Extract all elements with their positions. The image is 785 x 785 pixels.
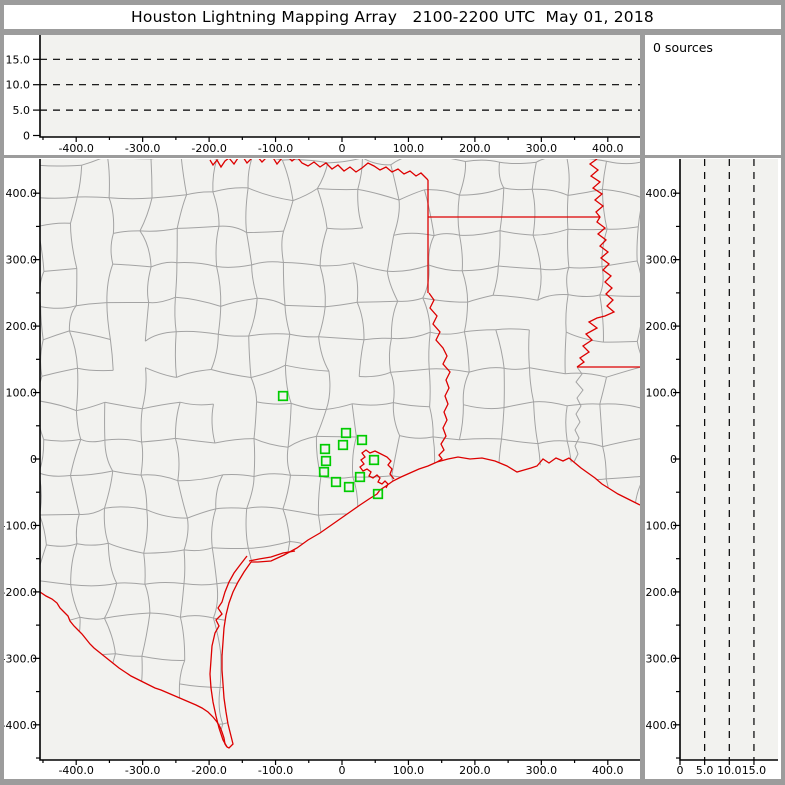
state-borders bbox=[40, 159, 640, 749]
right-alt-tick-label: 5.0 bbox=[696, 764, 714, 777]
top-alt-tick-label: 15.0 bbox=[6, 53, 31, 66]
station-marker bbox=[343, 481, 355, 493]
map-ew-tick-label: -300.0 bbox=[125, 764, 160, 777]
top-ew-tick-label: -300.0 bbox=[125, 142, 160, 155]
top-ew-tick-label: -200.0 bbox=[191, 142, 226, 155]
right-alt-tick-label: 10.0 bbox=[717, 764, 742, 777]
map-ew-tick-label: 300.0 bbox=[526, 764, 558, 777]
map-ew-tick-label: 0 bbox=[339, 764, 346, 777]
plan-view-map-plot[interactable]: -400.0 -300.0 -200.0 -100.0 0 100.0 200.0 300.0… bbox=[4, 158, 640, 779]
map-ew-tick-label: 100.0 bbox=[393, 764, 425, 777]
right-ns-tick-label: 300.0 bbox=[646, 254, 678, 267]
map-ns-tick-label: 300.0 bbox=[6, 254, 38, 267]
top-ew-tick-label: 400.0 bbox=[592, 142, 624, 155]
map-ns-tick-label: -400.0 bbox=[4, 719, 37, 732]
altitude-ew-panel: 0 5.0 10.0 15.0 -400.0 -300.0 -200.0 -100.0 0 100… bbox=[4, 35, 640, 155]
sources-count-label: 0 sources bbox=[653, 40, 713, 55]
map-ns-tick-label: 100.0 bbox=[6, 387, 38, 400]
map-tick-labels: -400.0 -300.0 -200.0 -100.0 0 100.0 200.0 300.0… bbox=[4, 187, 624, 777]
station-marker bbox=[356, 434, 368, 446]
station-marker bbox=[318, 466, 330, 478]
right-ns-tick-label: 0 bbox=[670, 453, 677, 466]
station-marker bbox=[277, 390, 289, 402]
top-dashed-altitude-lines bbox=[40, 58, 640, 111]
top-ew-tick-label: -400.0 bbox=[58, 142, 93, 155]
station-marker bbox=[354, 471, 366, 483]
lma-stations bbox=[277, 390, 384, 500]
right-ns-tick-label: -400.0 bbox=[645, 719, 677, 732]
station-marker bbox=[320, 455, 332, 467]
right-ticks bbox=[673, 192, 755, 765]
map-ew-tick-label: 200.0 bbox=[459, 764, 491, 777]
ns-altitude-panel: -400.0 -300.0 -200.0 -100.0 0 100.0 200.0 300.0… bbox=[645, 158, 781, 779]
map-ew-tick-label: 400.0 bbox=[592, 764, 624, 777]
top-alt-tick-label: 5.0 bbox=[13, 104, 31, 117]
station-marker bbox=[319, 443, 331, 455]
top-ew-tick-label: -100.0 bbox=[258, 142, 293, 155]
top-tick-labels: 0 5.0 10.0 15.0 -400.0 -300.0 -200.0 -100.0 0 100… bbox=[6, 53, 624, 155]
ns-altitude-plot[interactable]: -400.0 -300.0 -200.0 -100.0 0 100.0 200.0 300.0… bbox=[645, 158, 781, 779]
station-marker bbox=[330, 476, 342, 488]
map-ns-tick-label: -100.0 bbox=[4, 519, 37, 532]
altitude-ew-plot[interactable]: 0 5.0 10.0 15.0 -400.0 -300.0 -200.0 -100.0 0 100… bbox=[4, 35, 640, 155]
right-ns-tick-label: -300.0 bbox=[645, 652, 677, 665]
map-ew-tick-label: -400.0 bbox=[58, 764, 93, 777]
station-marker bbox=[372, 488, 384, 500]
top-ew-tick-label: 300.0 bbox=[526, 142, 558, 155]
top-ticks bbox=[33, 58, 609, 142]
right-ns-tick-label: 100.0 bbox=[646, 387, 678, 400]
title-bar: Houston Lightning Mapping Array 2100-220… bbox=[4, 5, 781, 29]
right-ns-tick-label: 200.0 bbox=[646, 320, 678, 333]
right-ns-tick-label: 400.0 bbox=[646, 187, 678, 200]
top-axes bbox=[39, 35, 640, 138]
map-ns-tick-label: 400.0 bbox=[6, 187, 38, 200]
right-dashed-altitude-lines bbox=[704, 159, 755, 760]
top-alt-tick-label: 0 bbox=[23, 130, 30, 143]
map-ns-tick-label: -200.0 bbox=[4, 586, 37, 599]
right-alt-tick-label: 0 bbox=[677, 764, 684, 777]
map-ew-tick-label: -200.0 bbox=[191, 764, 226, 777]
plan-view-map-panel: -400.0 -300.0 -200.0 -100.0 0 100.0 200.0 300.0… bbox=[4, 158, 640, 779]
top-ew-tick-label: 100.0 bbox=[393, 142, 425, 155]
map-ns-tick-label: 0 bbox=[30, 453, 37, 466]
right-ns-tick-label: -100.0 bbox=[645, 519, 677, 532]
window-title: Houston Lightning Mapping Array 2100-220… bbox=[131, 8, 654, 26]
station-marker bbox=[337, 439, 349, 451]
station-marker bbox=[340, 427, 352, 439]
map-ew-tick-label: -100.0 bbox=[258, 764, 293, 777]
map-ticks bbox=[33, 192, 609, 765]
sources-panel: 0 sources bbox=[645, 35, 781, 155]
top-alt-tick-label: 10.0 bbox=[6, 79, 31, 92]
top-ew-tick-label: 0 bbox=[339, 142, 346, 155]
right-alt-tick-label: 15.0 bbox=[742, 764, 767, 777]
right-tick-labels: -400.0 -300.0 -200.0 -100.0 0 100.0 200.0 300.0… bbox=[645, 187, 766, 777]
right-ns-tick-label: -200.0 bbox=[645, 586, 677, 599]
station-marker bbox=[368, 454, 380, 466]
map-ns-tick-label: -300.0 bbox=[4, 652, 37, 665]
top-ew-tick-label: 200.0 bbox=[459, 142, 491, 155]
map-ns-tick-label: 200.0 bbox=[6, 320, 38, 333]
